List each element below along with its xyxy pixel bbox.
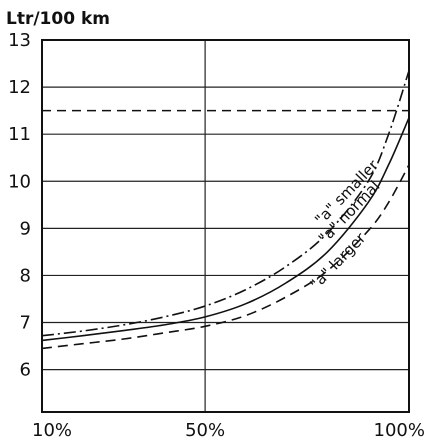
x-tick-label-2: 100% [374,420,425,441]
series-lines [41,70,410,350]
plot-border [41,39,410,413]
y-axis-label: Ltr/100 km [6,9,110,29]
series-labels: "a" smaller"a" normal"a" larger [306,156,383,294]
series-a-smaller-line [41,70,410,337]
series-a-normal-line [41,117,410,342]
x-tick-labels: 10% 50% 100% [32,420,425,441]
x-tick-label-1: 50% [185,420,225,441]
plot-frame [41,39,410,413]
x-tick-label-0: 10% [32,420,72,441]
grid [42,40,409,412]
y-tick-labels: 6 7 8 9 10 11 12 13 [8,30,31,381]
y-tick-label-9: 9 [20,218,31,239]
series-a-larger-line [41,164,410,350]
y-tick-label-12: 12 [8,77,31,98]
y-tick-label-7: 7 [20,313,31,334]
y-tick-label-10: 10 [8,171,31,192]
y-tick-label-6: 6 [20,360,31,381]
y-tick-label-11: 11 [8,124,31,145]
y-tick-label-13: 13 [8,30,31,51]
y-tick-label-8: 8 [20,265,31,286]
